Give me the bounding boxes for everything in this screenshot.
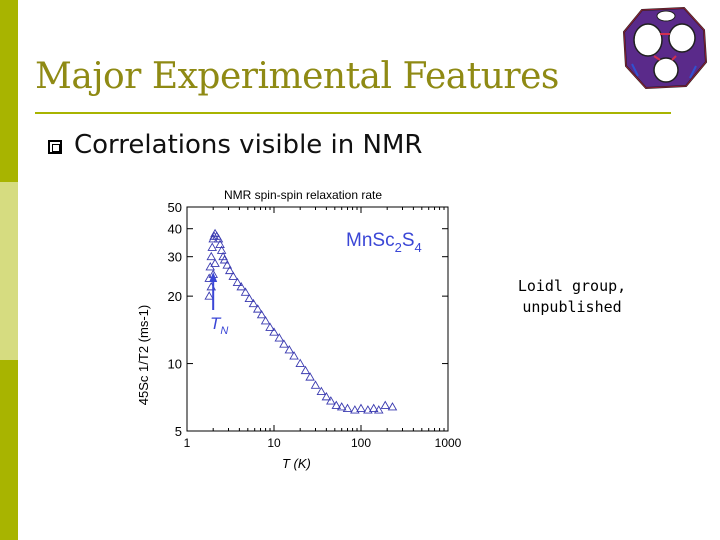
data-point [219, 255, 230, 264]
attribution-note: Loidl group, unpublished [512, 276, 632, 318]
data-point [274, 333, 285, 342]
data-point [204, 291, 214, 300]
data-point [232, 277, 243, 286]
data-point [295, 358, 305, 368]
data-point [210, 258, 220, 267]
data-point [350, 405, 360, 414]
data-point [305, 372, 315, 381]
data-point [326, 396, 336, 405]
data-point [248, 298, 259, 308]
data-point [368, 403, 379, 412]
data-point [310, 380, 321, 389]
x-tick-label: 10 [267, 436, 281, 450]
data-point [269, 327, 279, 336]
data-point [265, 322, 275, 331]
side-bar-middle [0, 182, 18, 360]
bullet-square-icon [48, 140, 62, 154]
x-tick-label: 1000 [435, 436, 462, 450]
y-tick-label: 20 [168, 289, 182, 304]
data-point [222, 260, 233, 269]
data-point [289, 351, 299, 360]
data-point [342, 403, 353, 412]
data-point [331, 400, 342, 409]
data-point [216, 245, 227, 254]
x-tick-label: 100 [351, 436, 371, 450]
data-point [284, 345, 295, 354]
data-point [373, 405, 384, 414]
data-point [252, 304, 263, 313]
attribution-line-1: Loidl group, [517, 277, 627, 295]
transition-arrow-head [209, 272, 218, 282]
y-tick-label: 40 [168, 222, 182, 237]
data-points [204, 228, 398, 414]
data-point [380, 400, 391, 409]
y-tick-label: 30 [168, 250, 182, 265]
transition-label: TN [210, 314, 228, 337]
y-axis-label: 45Sc 1/T2 (ms-1) [136, 305, 151, 405]
x-tick-label: 1 [184, 436, 191, 450]
side-bar-bottom [0, 360, 18, 540]
data-point [236, 281, 246, 291]
data-point [215, 239, 225, 248]
chart-title: NMR spin-spin relaxation rate [224, 188, 382, 202]
nmr-relaxation-chart: NMR spin-spin relaxation rate 1 10 100 1000… [136, 188, 462, 471]
transition-marker [209, 272, 218, 310]
data-point [300, 365, 311, 375]
slide-title: Major Experimental Features [35, 56, 559, 97]
side-bar-top [0, 0, 18, 182]
y-axis: 5 10 20 30 40 50 [168, 200, 448, 439]
data-point [228, 271, 239, 280]
y-tick-label: 5 [175, 424, 182, 439]
y-tick-label: 10 [168, 357, 182, 372]
data-point [207, 242, 218, 251]
data-point [244, 293, 255, 303]
plot-frame [186, 206, 449, 432]
cuboctahedron-lattice-icon [622, 6, 708, 90]
data-point [336, 402, 347, 411]
compound-label: MnSc2S4 [346, 230, 422, 255]
data-point [213, 234, 224, 243]
x-axis: 1 10 100 1000 [184, 207, 462, 450]
data-point [356, 403, 366, 412]
data-point [256, 309, 267, 319]
x-axis-label: T (K) [282, 456, 311, 471]
bullet-text: Correlations visible in NMR [74, 130, 423, 160]
data-point [279, 339, 289, 348]
data-point [208, 234, 218, 243]
attribution-line-2: unpublished [522, 298, 622, 316]
data-point [260, 316, 271, 325]
title-underline [35, 112, 671, 114]
data-point [321, 391, 332, 401]
data-point [224, 265, 235, 275]
data-point [206, 251, 217, 261]
data-point [316, 386, 327, 396]
data-point [387, 402, 398, 411]
logo-frame [622, 6, 708, 90]
data-point [363, 405, 373, 414]
data-point [240, 287, 251, 296]
y-tick-label: 50 [168, 200, 182, 215]
